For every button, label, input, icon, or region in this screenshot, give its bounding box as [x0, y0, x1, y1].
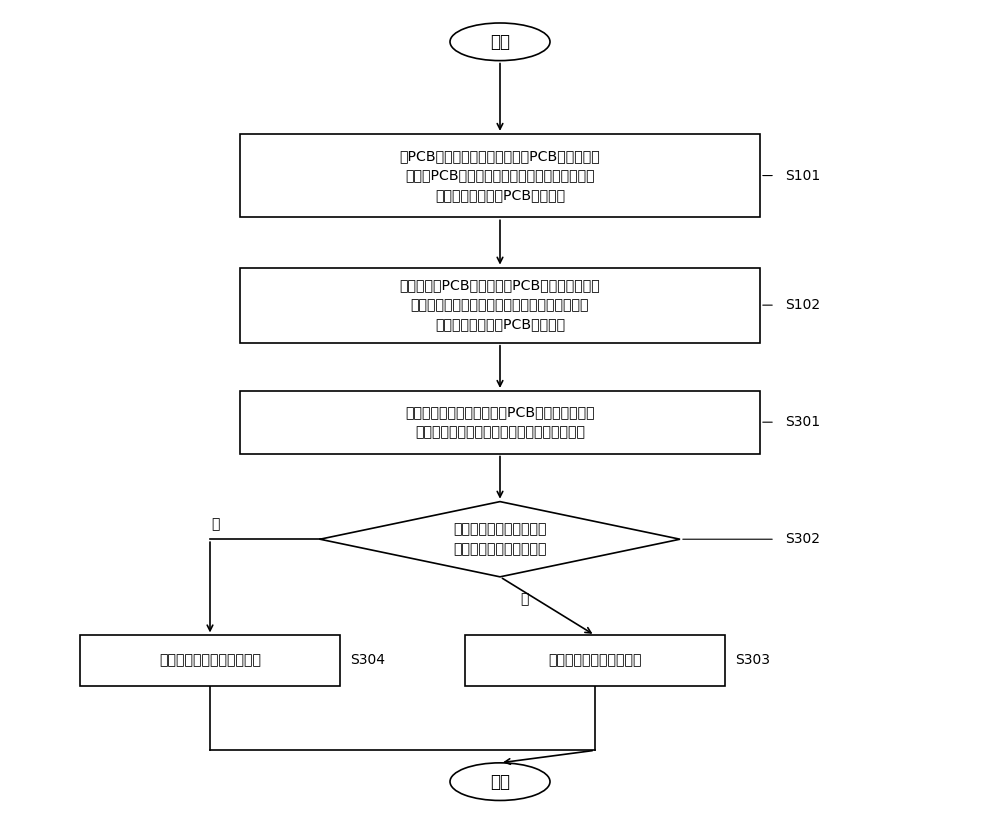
Text: 在接收到板厂根据标记后的PCB光绘文件加工得
到的板卡后，测试板卡上各区域的实际阻抗值: 在接收到板厂根据标记后的PCB光绘文件加工得 到的板卡后，测试板卡上各区域的实际… [405, 405, 595, 439]
Text: S304: S304 [350, 654, 385, 667]
Text: 否: 否 [211, 517, 219, 531]
Text: S301: S301 [785, 415, 820, 429]
Text: 结束: 结束 [490, 772, 510, 791]
Text: S302: S302 [785, 533, 820, 546]
Ellipse shape [450, 762, 550, 801]
FancyBboxPatch shape [80, 635, 340, 686]
Text: 确定板卡的阻焊管控合格: 确定板卡的阻焊管控合格 [548, 654, 642, 667]
Text: 是: 是 [520, 592, 528, 606]
Text: S303: S303 [735, 654, 770, 667]
Text: S101: S101 [785, 169, 820, 182]
FancyBboxPatch shape [240, 391, 760, 453]
Text: 开始: 开始 [490, 33, 510, 51]
FancyBboxPatch shape [240, 268, 760, 343]
Text: 判断各区域的实际阻抗值
是否均满足阻抗管控要求: 判断各区域的实际阻抗值 是否均满足阻抗管控要求 [453, 522, 547, 557]
Text: 将标记后的PCB光绘文件和PCB光绘文件的阻抗
管控要求发送至板厂，以使板厂根据区域标记和
阻抗管控要求进行PCB阻焊加工: 将标记后的PCB光绘文件和PCB光绘文件的阻抗 管控要求发送至板厂，以使板厂根据… [400, 278, 600, 332]
Text: 在PCB光绘文件设计完毕后，在PCB光绘文件中
添加与PCB光绘文件的信号线区域对应的区域标
记，得到标记后的PCB光绘文件: 在PCB光绘文件设计完毕后，在PCB光绘文件中 添加与PCB光绘文件的信号线区域… [400, 149, 600, 202]
Text: S102: S102 [785, 298, 820, 312]
FancyBboxPatch shape [465, 635, 725, 686]
Text: 确定板卡的阻焊管控不合格: 确定板卡的阻焊管控不合格 [159, 654, 261, 667]
Polygon shape [320, 502, 680, 577]
Ellipse shape [450, 23, 550, 61]
FancyBboxPatch shape [240, 134, 760, 217]
